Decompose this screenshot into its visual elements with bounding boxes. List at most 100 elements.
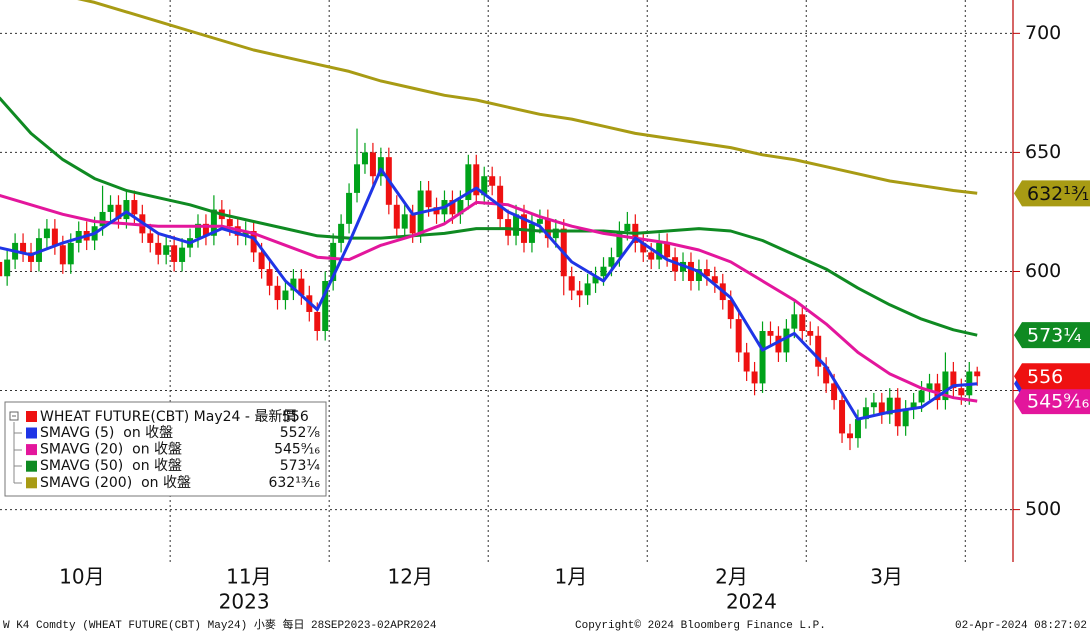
price-box bbox=[1014, 388, 1090, 415]
candle-body bbox=[672, 257, 679, 272]
candle-body bbox=[767, 331, 774, 336]
candle-body bbox=[338, 223, 345, 243]
ma-line bbox=[0, 96, 978, 337]
y-tick-label: 650 bbox=[1025, 141, 1061, 163]
candle-body bbox=[489, 176, 496, 186]
candle-body bbox=[155, 242, 162, 255]
candle-body bbox=[481, 176, 488, 196]
candle-body bbox=[743, 352, 750, 372]
x-year-label: 2023 bbox=[219, 590, 270, 614]
candle-body bbox=[99, 211, 106, 227]
candle-body bbox=[552, 228, 559, 239]
candle-body bbox=[457, 200, 464, 215]
candle-body bbox=[926, 383, 933, 391]
legend-label: SMAVG (200) on 收盤 bbox=[40, 475, 191, 491]
candle-body bbox=[823, 366, 830, 384]
candle-body bbox=[974, 371, 981, 377]
candle-body bbox=[465, 164, 472, 201]
candle-body bbox=[815, 335, 822, 367]
candle-body bbox=[28, 252, 35, 262]
x-tick-label: 10月 bbox=[59, 565, 104, 589]
candle-body bbox=[473, 164, 480, 196]
y-tick-label: 700 bbox=[1025, 22, 1061, 44]
ma-line bbox=[0, 167, 978, 421]
candle-body bbox=[361, 152, 368, 165]
x-tick-label: 11月 bbox=[226, 565, 271, 589]
candle-body bbox=[314, 311, 321, 332]
candle-body bbox=[902, 409, 909, 427]
candle-body bbox=[544, 219, 551, 239]
candle-body bbox=[664, 242, 671, 258]
legend-value: 632¹³⁄₁₆ bbox=[268, 475, 320, 491]
footer-left: W K4 Comdty (WHEAT FUTURE(CBT) May24) 小麥… bbox=[3, 617, 437, 632]
candle-body bbox=[751, 371, 758, 384]
candle-body bbox=[290, 278, 297, 291]
candle-body bbox=[886, 397, 893, 415]
candle-body bbox=[401, 214, 408, 229]
candle-body bbox=[322, 281, 329, 332]
candle-body bbox=[854, 419, 861, 439]
footer-center: Copyright© 2024 Bloomberg Finance L.P. bbox=[575, 620, 826, 632]
candle-body bbox=[878, 402, 885, 415]
x-tick-label: 1月 bbox=[555, 565, 588, 589]
candle-body bbox=[409, 214, 416, 234]
candle-body bbox=[377, 157, 384, 177]
candle-body bbox=[568, 276, 575, 291]
x-tick-label: 3月 bbox=[870, 565, 903, 589]
candle-body bbox=[870, 402, 877, 408]
footer-right: 02-Apr-2024 08:27:02 bbox=[955, 620, 1087, 632]
price-box-label: 545⁹⁄₁₆ bbox=[1027, 391, 1089, 413]
candle-body bbox=[600, 266, 607, 277]
candle-body bbox=[497, 185, 504, 220]
candle-body bbox=[346, 192, 353, 224]
legend-swatch bbox=[26, 427, 37, 439]
candle-body bbox=[202, 223, 209, 236]
legend-value: 556 bbox=[282, 409, 309, 425]
candle-body bbox=[194, 223, 201, 239]
price-box-label: 632¹³⁄₁₆ bbox=[1027, 183, 1090, 205]
legend-value: 545⁹⁄₁₆ bbox=[274, 442, 320, 458]
candle-body bbox=[425, 190, 432, 208]
candle-body bbox=[282, 290, 289, 301]
candle-body bbox=[791, 314, 798, 329]
candle-body bbox=[67, 242, 74, 265]
candle-body bbox=[831, 383, 838, 401]
candle-body bbox=[958, 388, 965, 396]
candle-body bbox=[799, 314, 806, 332]
candle-body bbox=[210, 209, 217, 236]
candle-body bbox=[51, 228, 58, 246]
candle-body bbox=[298, 278, 305, 296]
candle-body bbox=[4, 259, 11, 277]
candle-body bbox=[616, 230, 623, 258]
legend-value: 552⁷⁄₈ bbox=[280, 425, 321, 441]
candle-body bbox=[242, 230, 249, 236]
candle-body bbox=[759, 331, 766, 384]
candle-body bbox=[107, 204, 114, 212]
candle-body bbox=[846, 433, 853, 439]
legend-value: 573¼ bbox=[280, 458, 321, 474]
candle-body bbox=[942, 371, 949, 401]
legend-label: SMAVG (5) on 收盤 bbox=[40, 425, 173, 441]
candle-body bbox=[171, 245, 178, 262]
price-box bbox=[1014, 180, 1090, 207]
candle-body bbox=[266, 269, 273, 286]
candle-body bbox=[839, 400, 846, 434]
y-tick-label: 600 bbox=[1025, 260, 1061, 282]
ma-line bbox=[0, 193, 978, 403]
y-tick-label: 500 bbox=[1025, 498, 1061, 520]
candle-body bbox=[695, 269, 702, 281]
candle-body bbox=[131, 200, 138, 215]
candle-body bbox=[656, 242, 663, 260]
candle-body bbox=[584, 283, 591, 296]
x-year-label: 2024 bbox=[726, 590, 777, 614]
candle-body bbox=[592, 276, 599, 284]
candle-body bbox=[330, 242, 337, 281]
x-tick-label: 12月 bbox=[388, 565, 433, 589]
legend-label: SMAVG (50) on 收盤 bbox=[40, 458, 182, 474]
legend-label: SMAVG (20) on 收盤 bbox=[40, 442, 182, 458]
candle-body bbox=[735, 319, 742, 353]
plot-area bbox=[0, 0, 981, 451]
